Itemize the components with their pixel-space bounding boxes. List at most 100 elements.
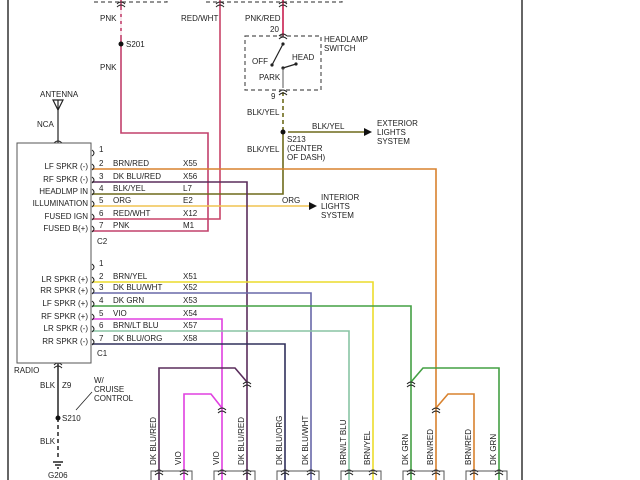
pin-9: 9	[271, 92, 276, 101]
wire-brn-yel	[92, 281, 374, 480]
wire-label-blk-yel-ext: BLK/YEL	[312, 122, 345, 131]
antenna-label: ANTENNA	[40, 90, 79, 99]
pin-number: 2	[99, 272, 104, 281]
wire-label-blk-2: BLK	[40, 437, 56, 446]
exterior-lights-label-3: SYSTEM	[377, 137, 410, 146]
radio-pin-c1-7: RR SPKR (-) 7 DK BLU/ORG X58	[42, 334, 198, 346]
pin-function: FUSED B(+)	[43, 224, 88, 233]
pin-wire-color: DK BLU/RED	[113, 172, 161, 181]
connector-top-red-wht	[215, 1, 225, 8]
radio-pin-c2-7: FUSED B(+) 7 PNK M1	[43, 221, 194, 233]
bottom-wire-label: VIO	[174, 451, 183, 465]
speaker-connector	[465, 470, 508, 480]
bottom-wire-label: DK BLU/RED	[149, 417, 158, 465]
splice-dot-s210	[55, 415, 61, 421]
radio-pin-c2-5: ILLUMINATION 5 ORG E2	[33, 196, 194, 208]
radio-label: RADIO	[14, 366, 39, 375]
pin-wire-color: DK BLU/WHT	[113, 283, 162, 292]
connector-dk-grn	[406, 381, 416, 388]
pin-function: RF SPKR (+)	[41, 312, 88, 321]
upper-component-box-right	[205, 0, 343, 3]
pin-wire-color: RED/WHT	[113, 209, 150, 218]
arrow-interior-lights	[309, 202, 317, 210]
switch-pos-park: PARK	[259, 73, 281, 82]
connector-brn-red	[431, 407, 441, 414]
wire-label-blk-yel-3: BLK/YEL	[247, 145, 280, 154]
wire-label-blk-yel: BLK/YEL	[247, 108, 280, 117]
connector-top-pnk	[116, 1, 126, 8]
ground-g206: G206	[48, 471, 68, 480]
wire-dk-blu-red-branch	[158, 367, 248, 480]
wire-dk-blu-org	[92, 343, 286, 480]
radio-pin-c1-4: LF SPKR (+) 4 DK GRN X53	[42, 296, 197, 308]
splice-dot-s213	[280, 129, 286, 135]
diagram-frame	[7, 0, 523, 480]
connector-switch-pin20	[278, 33, 288, 40]
exterior-lights-label: EXTERIOR	[377, 119, 418, 128]
pin-wire-color: BLK/YEL	[113, 184, 146, 193]
cruise-note: W/	[94, 376, 105, 385]
pin-function: LR SPKR (-)	[44, 324, 89, 333]
switch-pos-off: OFF	[252, 57, 268, 66]
wire-label-pnk-2: PNK	[100, 63, 117, 72]
pin-circuit: X58	[183, 334, 198, 343]
speaker-connector	[276, 470, 320, 480]
radio-pin-c2-6: FUSED IGN 6 RED/WHT X12	[44, 209, 197, 221]
radio-pin-c2-3: RF SPKR (-) 3 DK BLU/RED X56	[43, 172, 198, 184]
pin-circuit: X57	[183, 321, 198, 330]
wire-brn-red	[92, 168, 437, 480]
pin-number: 6	[99, 209, 104, 218]
splice-s213-location: (CENTER	[287, 144, 323, 153]
wire-brn-lt-blu	[92, 330, 350, 480]
radio-pin-c1-6: LR SPKR (-) 6 BRN/LT BLU X57	[44, 321, 198, 333]
pin-function: ILLUMINATION	[33, 199, 89, 208]
headlamp-switch: HEADLAMP SWITCH OFF HEAD PARK	[244, 35, 368, 91]
pin-circuit: X54	[183, 309, 198, 318]
pin-circuit: X12	[183, 209, 198, 218]
wire-red-wht	[92, 0, 221, 220]
pin-function: RR SPKR (+)	[40, 286, 88, 295]
interior-lights-label-2: LIGHTS	[321, 202, 350, 211]
wire-dk-blu-red	[92, 181, 248, 480]
wires	[53, 0, 504, 480]
pin-number: 1	[99, 145, 104, 154]
wire-dk-blu-wht	[92, 292, 312, 480]
wire-label-blk: BLK	[40, 381, 56, 390]
radio-box	[16, 142, 92, 364]
pin-wire-color: PNK	[113, 221, 130, 230]
wire-pnk	[92, 0, 209, 232]
pin-function: RF SPKR (-)	[43, 175, 88, 184]
pin-number: 3	[99, 283, 104, 292]
pin-number: 4	[99, 184, 104, 193]
speaker-connector	[213, 470, 256, 480]
cruise-note-2: CRUISE	[94, 385, 124, 394]
connector-vio	[217, 407, 227, 414]
connector-c1: C1	[97, 349, 108, 358]
antenna: ANTENNA NCA	[37, 90, 79, 143]
bottom-wire-label: DK GRN	[489, 434, 498, 465]
radio-pin-c1-1: 1	[91, 259, 104, 271]
switch-pos-head: HEAD	[292, 53, 314, 62]
pin-number: 7	[99, 334, 104, 343]
pin-function: LF SPKR (+)	[42, 299, 88, 308]
pin-number: 5	[99, 196, 104, 205]
pin-wire-color: BRN/YEL	[113, 272, 148, 281]
pin-20: 20	[270, 25, 279, 34]
pin-circuit: X52	[183, 283, 198, 292]
radio-pin-c2-4: HEADLMP IN 4 BLK/YEL L7	[39, 184, 192, 196]
pin-function: LR SPKR (+)	[42, 275, 89, 284]
pin-circuit: M1	[183, 221, 195, 230]
interior-lights-label-3: SYSTEM	[321, 211, 354, 220]
connector-top-pnk-red	[278, 1, 288, 8]
wire-label-pnk: PNK	[100, 14, 117, 23]
headlamp-switch-title-2: SWITCH	[324, 44, 356, 53]
pin-number: 5	[99, 309, 104, 318]
pin-wire-color: DK BLU/ORG	[113, 334, 162, 343]
wire-vio-branch	[183, 393, 223, 480]
bottom-wire-label: DK BLU/RED	[237, 417, 246, 465]
pin-wire-color: BRN/RED	[113, 159, 149, 168]
upper-component-box-left	[93, 0, 168, 3]
bottom-wire-label: DK BLU/WHT	[301, 416, 310, 465]
pin-number: 2	[99, 159, 104, 168]
